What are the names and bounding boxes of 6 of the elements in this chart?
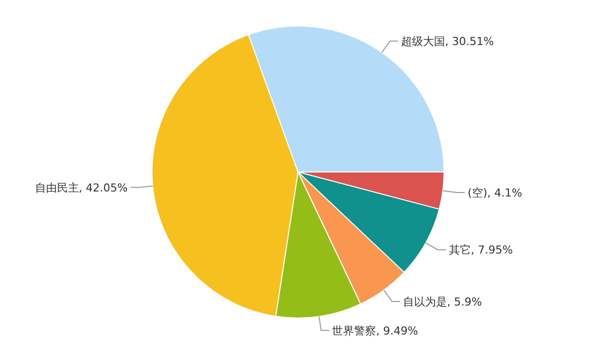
slice-label: 其它, 7.95% [448,244,513,257]
slice-label: 自以为是, 5.9% [403,295,482,308]
slice-label: 超级大国, 30.51% [400,35,494,48]
slice-label: 自由民主, 42.05% [34,181,128,194]
slice-label: (空), 4.1% [468,186,522,200]
slice-label: 世界警察, 9.49% [332,324,418,338]
